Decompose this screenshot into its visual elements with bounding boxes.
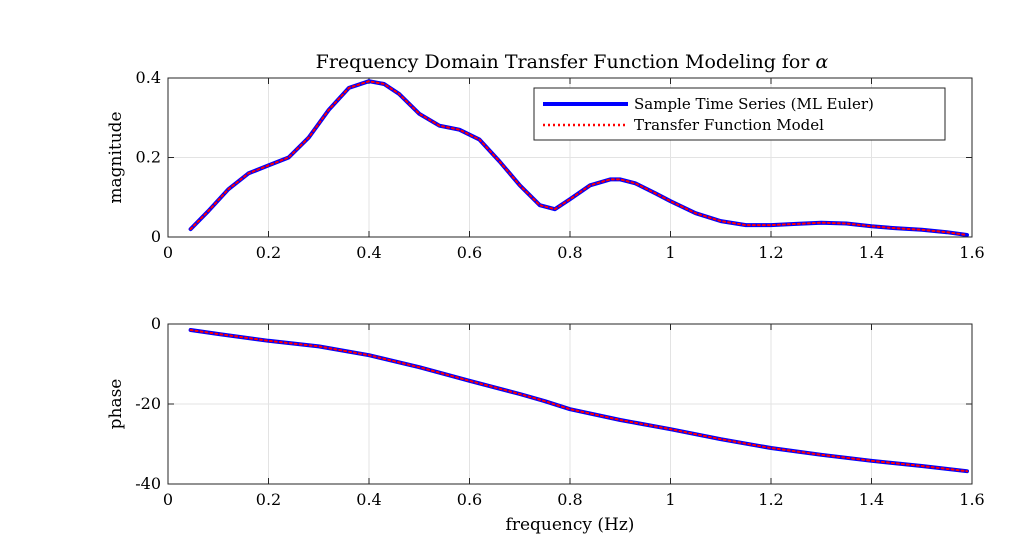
x-tick-label: 0 (163, 243, 173, 262)
x-tick-label: 1 (665, 243, 675, 262)
series-line-model (189, 80, 968, 236)
axes-box (167, 77, 973, 238)
y-tick-label: -40 (135, 474, 161, 493)
series-line-model (189, 329, 968, 473)
x-tick-label: 1.2 (758, 243, 783, 262)
x-tick-label: 0.4 (356, 243, 381, 262)
y-tick-label: 0 (151, 227, 161, 246)
x-tick-label: 0.2 (256, 490, 281, 509)
magnitude-axes: 0 0.2 0.4 0.6 0.8 1 1.2 1.4 1.6 0 0.2 0.4 magnitude S… (106, 68, 985, 262)
x-tick-label: 0.8 (557, 490, 582, 509)
y-tick-label: -20 (135, 394, 161, 413)
series-line-sample (188, 328, 969, 474)
x-tick-label: 1.4 (859, 243, 884, 262)
legend-label: Transfer Function Model (634, 116, 824, 134)
y-tick-label: 0 (151, 314, 161, 333)
x-tick-label: 1.4 (859, 490, 884, 509)
x-tick-label: 0.6 (457, 490, 482, 509)
x-tick-label: 0 (163, 490, 173, 509)
x-tick-label: 1 (665, 490, 675, 509)
x-tick-label: 1.6 (959, 490, 984, 509)
y-axis-label: magnitude (106, 111, 126, 203)
y-axis-label: phase (106, 379, 126, 430)
x-axis-label: frequency (Hz) (506, 515, 635, 535)
x-tick-label: 0.6 (457, 243, 482, 262)
axes-box (167, 323, 973, 485)
x-tick-label: 0.8 (557, 243, 582, 262)
legend-box (533, 87, 946, 141)
y-tick-label: 0.4 (136, 68, 161, 87)
legend-label: Sample Time Series (ML Euler) (634, 95, 874, 113)
chart-title: Frequency Domain Transfer Function Model… (316, 51, 829, 73)
x-tick-label: 0.4 (356, 490, 381, 509)
legend: Sample Time Series (ML Euler) Transfer Fu… (533, 87, 946, 141)
y-tick-label: 0.2 (136, 148, 161, 167)
x-tick-label: 0.2 (256, 243, 281, 262)
x-tick-label: 1.2 (758, 490, 783, 509)
x-tick-label: 1.6 (959, 243, 984, 262)
phase-axes: 0 0.2 0.4 0.6 0.8 1 1.2 1.4 1.6 0 -20 -40 phase frequ… (106, 314, 985, 535)
